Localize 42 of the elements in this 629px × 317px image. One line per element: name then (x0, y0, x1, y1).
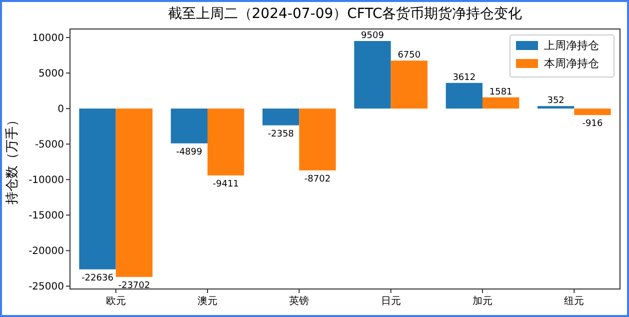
data-label: 6750 (398, 50, 421, 61)
bar (79, 108, 116, 270)
y-tick-label: 5000 (38, 68, 64, 80)
x-tick-label: 加元 (472, 295, 492, 307)
bar (446, 82, 482, 109)
x-tick-label: 日元 (380, 296, 401, 307)
y-tick-label: -25000 (28, 282, 64, 293)
data-label: 3612 (452, 72, 476, 83)
x-tick-label: 纽元 (564, 295, 584, 307)
data-label: 1581 (489, 87, 512, 98)
legend-label: 上周净持仓 (544, 39, 599, 52)
y-tick-label: 10000 (32, 33, 64, 44)
y-tick-label: -15000 (28, 210, 64, 222)
data-label: 352 (547, 96, 564, 106)
bar (170, 108, 208, 144)
bar (354, 41, 391, 109)
bar (262, 108, 300, 126)
legend-label: 本周净持仓 (544, 57, 599, 70)
bar (299, 108, 336, 170)
data-label: -2358 (268, 129, 294, 140)
bar (574, 108, 611, 116)
data-label: -9411 (212, 179, 239, 190)
data-label: -8702 (304, 174, 331, 184)
chart-title: 截至上周二（2024-07-09）CFTC各货币期货净持仓变化 (168, 6, 522, 22)
y-axis-title: 持仓数（万手） (5, 114, 20, 204)
bar (390, 60, 428, 109)
x-tick-label: 欧元 (106, 296, 126, 307)
data-label: -4899 (176, 147, 203, 158)
bar (208, 108, 244, 176)
y-tick-label: -10000 (28, 175, 64, 186)
bar (538, 106, 574, 109)
bar (116, 108, 152, 277)
y-tick-label: -5000 (34, 140, 64, 151)
data-label: -22636 (82, 273, 114, 284)
y-tick-label: 0 (58, 104, 64, 116)
bar (482, 97, 520, 109)
data-label: -23702 (118, 280, 150, 291)
data-label: -916 (582, 119, 603, 130)
x-tick-label: 英镑 (289, 295, 310, 307)
data-label: 9509 (361, 31, 384, 42)
x-tick-label: 澳元 (198, 295, 218, 307)
y-tick-label: -20000 (28, 246, 64, 258)
